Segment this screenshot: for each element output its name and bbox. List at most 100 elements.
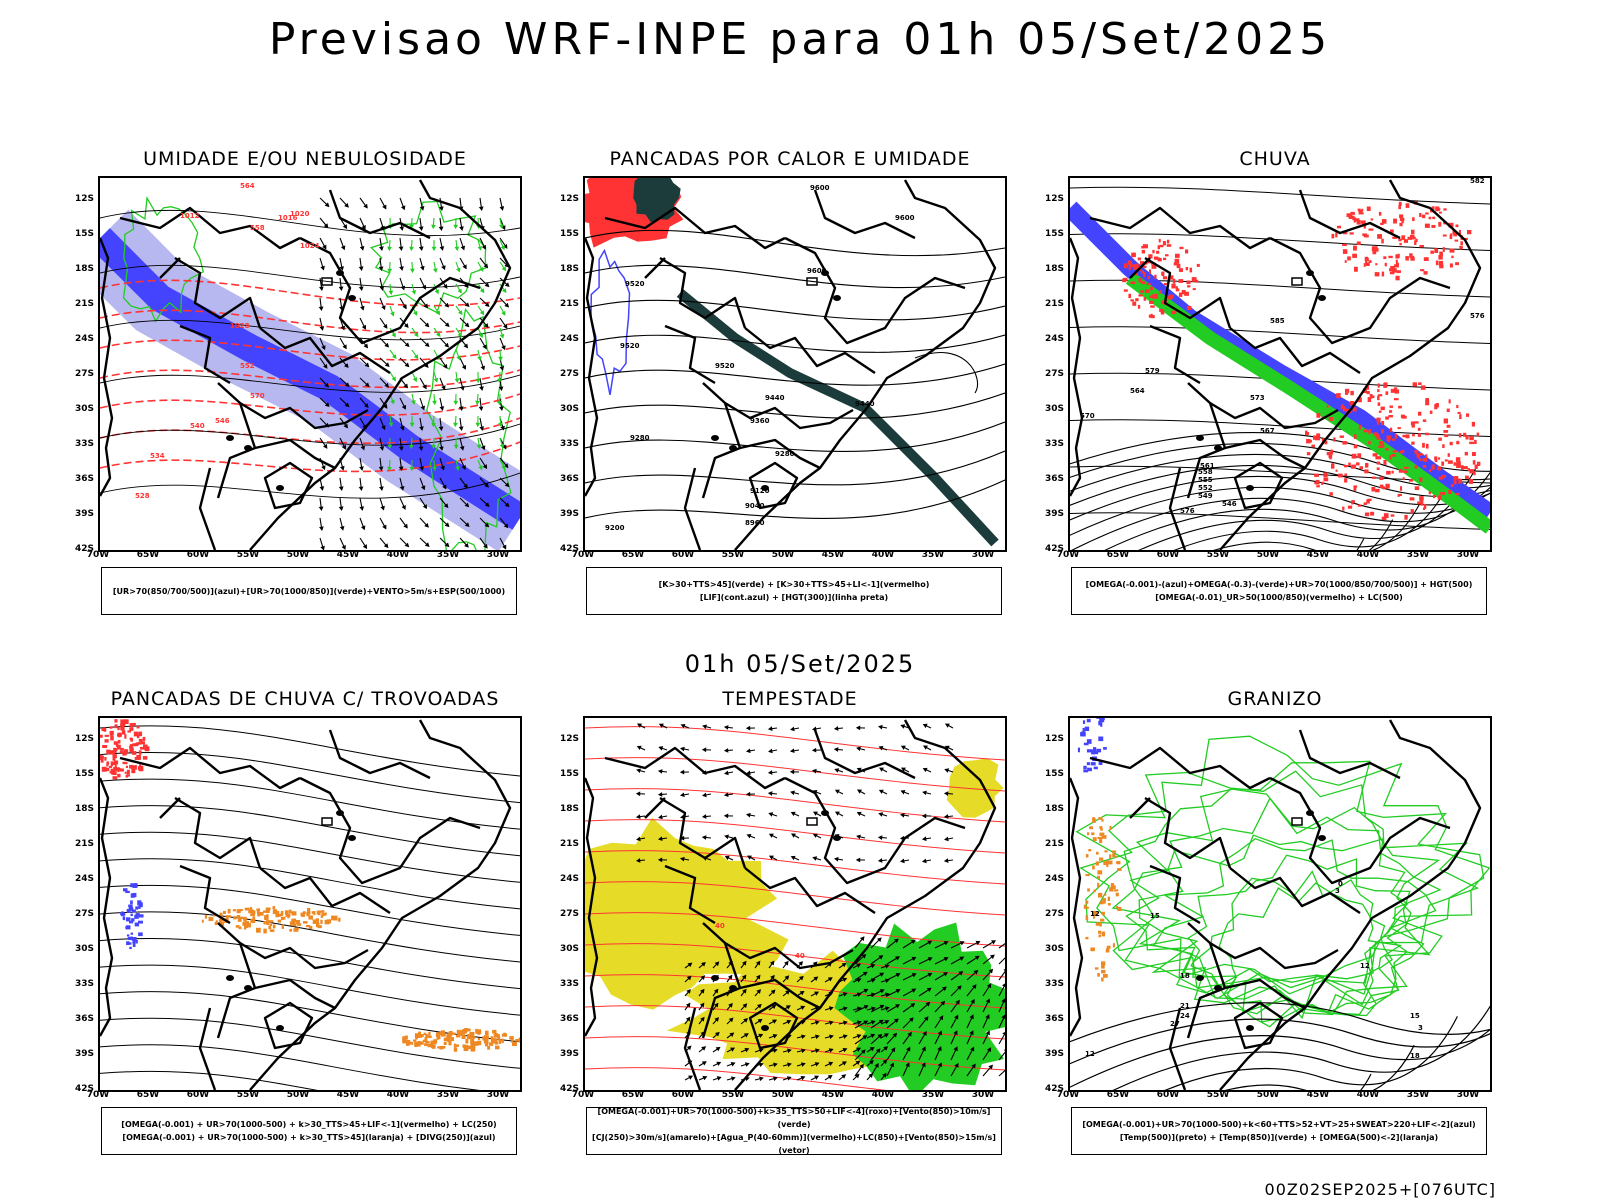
- panel-pancadas-calor: PANCADAS POR CALOR E UMIDADE 9600 9600 9600…: [555, 148, 1025, 628]
- panel-legend: [OMEGA(-0.001) + UR>70(1000-500) + k>30_…: [101, 1107, 517, 1155]
- streamline: [100, 1017, 520, 1069]
- contour-label: 567: [1260, 427, 1275, 435]
- lon-tick-label: 35W: [921, 550, 945, 560]
- lon-tick-label: 70W: [86, 550, 110, 560]
- federal-district: [1291, 817, 1303, 826]
- contour-label: 9520: [620, 342, 640, 350]
- contour-label: 21: [1180, 1002, 1190, 1010]
- contour: [1218, 882, 1403, 1023]
- lat-tick-label: 21S: [1044, 299, 1064, 309]
- contour: [585, 392, 1005, 419]
- contour: [100, 264, 520, 288]
- streamline: [100, 911, 520, 963]
- lat-tick-label: 12S: [74, 194, 94, 204]
- legend-line: [OMEGA(-0.001)+UR>70(1000-500)+k<60+TTS>…: [1082, 1120, 1476, 1129]
- streamline: [585, 788, 1005, 823]
- state-border: [604, 206, 786, 250]
- contour-label: 528: [135, 492, 150, 500]
- lon-tick-label: 40W: [386, 1090, 410, 1100]
- state-border: [1144, 796, 1232, 869]
- lat-tick-label: 33S: [559, 979, 579, 989]
- coastline: [585, 719, 997, 1090]
- state-border: [1298, 729, 1401, 780]
- divergence-area-blue: [120, 883, 144, 950]
- lakes: [226, 810, 356, 1031]
- lat-tick-label: 15S: [74, 229, 94, 239]
- state-border: [1269, 236, 1451, 345]
- streamline: [585, 757, 1005, 792]
- state-border: [1209, 401, 1339, 430]
- federal-district: [806, 817, 818, 826]
- contour: [100, 441, 520, 473]
- lon-tick-label: 55W: [721, 550, 745, 560]
- map-frame: 12 12 15 18 21 24 27 3 0 12 15 18 3: [1068, 716, 1492, 1092]
- lon-tick-label: 65W: [136, 1090, 160, 1100]
- hail-area-blue: [1077, 718, 1107, 773]
- lon-tick-label: 30W: [486, 1090, 510, 1100]
- omega-area-blue: [1070, 201, 1490, 521]
- panel-chuva: CHUVA 582 585 576 579 573 570 567 564 561 558 555 55…: [1040, 148, 1510, 628]
- panel-legend: [OMEGA(-0.001)+UR>70(1000-500)+k<60+TTS>…: [1071, 1107, 1487, 1155]
- wind-vectors-green: [387, 217, 507, 472]
- lat-tick-label: 24S: [559, 334, 579, 344]
- lat-tick-label: 12S: [559, 734, 579, 744]
- legend-line: [OMEGA(-0.01)_UR>50(1000/850)(vermelho) …: [1155, 593, 1403, 602]
- panel-title: CHUVA: [1239, 148, 1311, 170]
- state-border: [659, 256, 747, 329]
- contour-label: 9600: [810, 184, 830, 192]
- lat-tick-label: 24S: [74, 334, 94, 344]
- contour-labels: 9600 9600 9600 9520 9520 9520 9440 9440 9360 9280…: [605, 184, 915, 532]
- coastline: [585, 179, 997, 550]
- federal-district: [321, 817, 333, 826]
- state-border: [664, 864, 716, 925]
- lon-tick-label: 65W: [1106, 550, 1130, 560]
- lat-tick-label: 36S: [74, 1014, 94, 1024]
- lon-tick-label: 40W: [386, 550, 410, 560]
- lon-tick-label: 60W: [1156, 1090, 1180, 1100]
- state-border: [159, 797, 181, 819]
- lon-tick-label: 50W: [771, 550, 795, 560]
- contour-label: 549: [1198, 492, 1213, 500]
- federal-district: [321, 277, 333, 286]
- streamline: [585, 1005, 1005, 1040]
- contour-label: 12: [1085, 1050, 1095, 1058]
- rain-area-red: [1331, 201, 1472, 281]
- state-border: [216, 382, 257, 499]
- streamline: [100, 778, 520, 830]
- lakes: [226, 270, 356, 491]
- lon-tick-label: 70W: [1056, 550, 1080, 560]
- contour-label: 579: [1145, 367, 1160, 375]
- contour: [1070, 442, 1490, 481]
- contour-label: 1012: [180, 212, 200, 220]
- streamline: [585, 912, 1005, 947]
- contour: [1070, 1028, 1490, 1088]
- lon-tick-label: 50W: [286, 1090, 310, 1100]
- lat-tick-label: 42S: [1044, 544, 1064, 554]
- lat-tick-label: 27S: [1044, 369, 1064, 379]
- lat-tick-label: 18S: [559, 264, 579, 274]
- contour-label: 564: [240, 182, 255, 190]
- lon-tick-label: 35W: [436, 550, 460, 560]
- thunderstorm-area-red: [100, 719, 150, 780]
- lat-tick-label: 21S: [74, 839, 94, 849]
- contour: [1164, 1016, 1458, 1090]
- rain-area-red: [1305, 382, 1481, 521]
- contour-label: 18: [1180, 972, 1190, 980]
- lat-tick-label: 15S: [559, 229, 579, 239]
- map-canvas: 9600 9600 9600 9520 9520 9520 9440 9440 9360 9280…: [585, 178, 1005, 550]
- lat-tick-label: 39S: [74, 509, 94, 519]
- lat-tick-label: 24S: [1044, 334, 1064, 344]
- state-border: [1233, 461, 1284, 510]
- lon-tick-label: 35W: [1406, 550, 1430, 560]
- lon-tick-label: 60W: [186, 1090, 210, 1100]
- state-border: [299, 776, 481, 885]
- lat-tick-label: 42S: [74, 1084, 94, 1094]
- contour: [1360, 1073, 1372, 1090]
- lat-tick-label: 27S: [74, 369, 94, 379]
- state-border: [659, 796, 747, 869]
- state-border: [739, 438, 821, 470]
- lat-tick-label: 27S: [559, 909, 579, 919]
- wind-vectors: [684, 960, 890, 1082]
- lat-tick-label: 15S: [74, 769, 94, 779]
- state-border: [683, 1007, 702, 1090]
